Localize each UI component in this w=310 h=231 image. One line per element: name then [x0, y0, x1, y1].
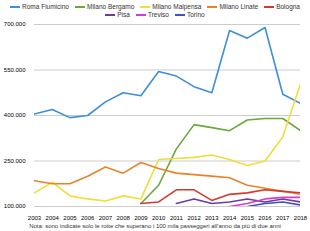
svg-text:2004: 2004 — [46, 215, 60, 221]
html-text:Nota: sono indicate solo le ro: Nota: sono indicate solo le rotte che su… — [29, 223, 281, 229]
svg-text:550.000: 550.000 — [4, 67, 26, 73]
svg-text:2003: 2003 — [28, 215, 42, 221]
html-text:Milano Linate: Milano Linate — [219, 3, 259, 10]
svg-text:250.000: 250.000 — [4, 158, 26, 164]
html-text:Torino: Torino — [187, 11, 205, 18]
svg-text:2007: 2007 — [99, 215, 113, 221]
svg-text:100.000: 100.000 — [4, 203, 26, 209]
svg-text:2011: 2011 — [170, 215, 184, 221]
html-text:Treviso: Treviso — [147, 11, 169, 18]
svg-text:2012: 2012 — [187, 215, 201, 221]
html-text:Bologna: Bologna — [276, 3, 300, 10]
svg-text:700.000: 700.000 — [4, 21, 26, 27]
svg-text:400.000: 400.000 — [4, 112, 26, 118]
svg-text:2006: 2006 — [81, 215, 95, 221]
svg-text:2010: 2010 — [152, 215, 166, 221]
html-text:Roma Fiumicino: Roma Fiumicino — [22, 3, 69, 10]
html-text:Milano Malpensa: Milano Malpensa — [152, 3, 202, 10]
svg-text:2013: 2013 — [205, 215, 219, 221]
svg-text:2014: 2014 — [223, 215, 237, 221]
svg-text:2005: 2005 — [63, 215, 77, 221]
svg-text:2009: 2009 — [134, 215, 148, 221]
svg-text:2015: 2015 — [241, 215, 255, 221]
svg-text:2018: 2018 — [294, 215, 308, 221]
html-text:Milano Bergamo: Milano Bergamo — [87, 3, 135, 10]
svg-text:2017: 2017 — [276, 215, 290, 221]
html-text:Pisa: Pisa — [117, 11, 130, 18]
svg-text:2008: 2008 — [116, 215, 130, 221]
svg-text:2016: 2016 — [258, 215, 272, 221]
